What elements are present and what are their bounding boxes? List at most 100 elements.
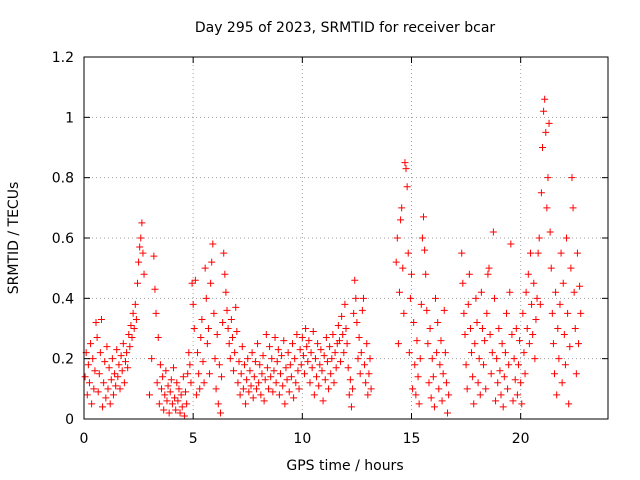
data-point xyxy=(146,391,153,399)
data-point xyxy=(227,315,235,323)
data-point xyxy=(247,382,255,390)
data-point xyxy=(556,300,564,308)
data-point xyxy=(177,391,185,399)
data-point xyxy=(430,403,438,411)
data-point xyxy=(161,391,169,399)
data-point xyxy=(95,370,103,378)
data-point xyxy=(346,376,354,384)
data-point xyxy=(153,379,161,387)
data-point xyxy=(470,400,478,408)
data-point xyxy=(404,249,412,257)
data-point xyxy=(121,358,129,366)
data-point xyxy=(137,234,145,242)
data-point xyxy=(558,379,566,387)
data-point xyxy=(335,337,343,345)
data-point xyxy=(156,361,164,369)
data-point xyxy=(344,364,352,372)
data-point xyxy=(94,388,102,396)
data-point xyxy=(493,355,501,363)
data-point xyxy=(159,373,167,381)
data-point xyxy=(237,370,245,378)
data-point xyxy=(352,294,360,302)
data-point xyxy=(397,216,405,224)
data-point xyxy=(533,294,541,302)
data-point xyxy=(150,252,158,260)
data-point xyxy=(359,294,367,302)
data-point xyxy=(420,213,428,221)
data-point xyxy=(262,331,270,339)
data-point xyxy=(429,373,437,381)
data-point xyxy=(215,361,223,369)
data-point xyxy=(100,379,108,387)
data-point xyxy=(128,334,136,342)
data-point xyxy=(132,315,140,323)
data-point xyxy=(208,258,216,266)
data-point xyxy=(478,325,486,332)
data-point xyxy=(484,270,492,278)
data-point xyxy=(464,300,472,308)
data-point xyxy=(462,361,470,369)
data-point xyxy=(263,364,271,372)
data-point xyxy=(445,391,453,399)
data-point xyxy=(198,315,206,323)
x-tick-label: 0 xyxy=(80,431,89,447)
data-point xyxy=(523,325,531,332)
data-point xyxy=(545,119,553,127)
data-point xyxy=(486,331,494,339)
data-point xyxy=(158,385,166,393)
data-point xyxy=(190,325,198,332)
data-point xyxy=(497,391,505,399)
data-point xyxy=(505,361,513,369)
data-point xyxy=(246,367,254,375)
data-point xyxy=(228,334,236,342)
data-point xyxy=(129,309,137,317)
data-point xyxy=(111,370,119,378)
data-point xyxy=(577,309,585,317)
data-point xyxy=(200,379,208,387)
data-point xyxy=(406,294,414,302)
data-point xyxy=(176,409,184,417)
data-point xyxy=(311,355,319,363)
data-point xyxy=(483,309,491,317)
x-tick-label: 15 xyxy=(403,431,421,447)
data-point xyxy=(521,370,529,378)
data-point xyxy=(108,355,116,363)
data-point xyxy=(259,352,267,360)
data-point xyxy=(576,282,584,290)
data-point xyxy=(97,315,105,323)
data-point xyxy=(187,379,195,387)
data-point xyxy=(506,288,514,296)
data-point xyxy=(416,355,424,363)
data-point xyxy=(356,370,364,378)
data-point xyxy=(162,367,170,375)
data-point xyxy=(561,361,569,369)
y-tick-label: 1 xyxy=(65,110,74,126)
data-point xyxy=(118,367,126,375)
data-point xyxy=(140,270,148,278)
data-point xyxy=(367,385,375,393)
data-point xyxy=(325,385,333,393)
data-point xyxy=(422,270,430,278)
data-point xyxy=(557,249,565,257)
data-point xyxy=(433,349,441,357)
data-point xyxy=(225,340,233,348)
data-point xyxy=(107,376,115,384)
data-point xyxy=(395,288,403,296)
data-point xyxy=(166,388,174,396)
data-point xyxy=(154,334,162,342)
data-point xyxy=(536,300,544,308)
data-point xyxy=(117,352,125,360)
data-point xyxy=(342,325,350,332)
data-point xyxy=(235,358,243,366)
data-point xyxy=(398,204,406,212)
data-point xyxy=(301,370,309,378)
data-point xyxy=(174,397,182,405)
data-point xyxy=(126,343,134,351)
data-point xyxy=(400,309,408,317)
data-point xyxy=(366,355,374,363)
data-point xyxy=(287,373,295,381)
data-point xyxy=(495,325,503,332)
data-point xyxy=(485,264,493,272)
data-point xyxy=(551,370,559,378)
data-point xyxy=(498,340,506,348)
